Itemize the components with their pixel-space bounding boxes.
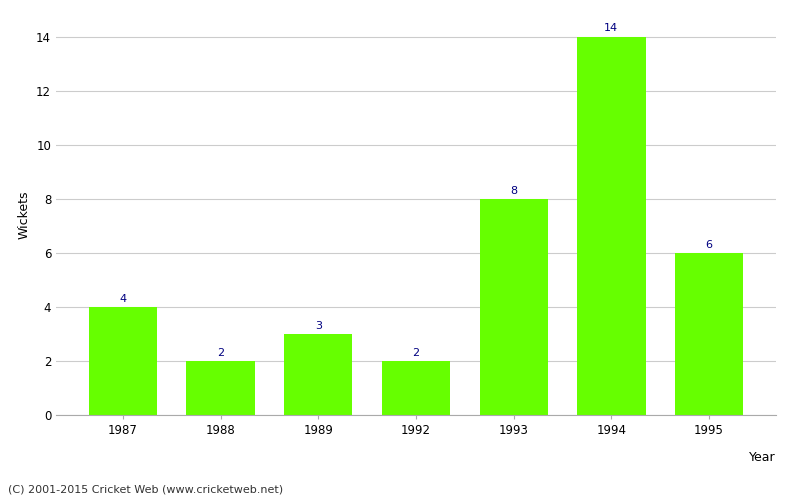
Bar [675,253,743,415]
Text: 2: 2 [217,348,224,358]
Text: Year: Year [750,451,776,464]
Bar [89,307,157,415]
Bar [186,361,255,415]
Bar [577,36,646,415]
Text: 8: 8 [510,186,518,196]
Bar [382,361,450,415]
Text: 14: 14 [604,24,618,34]
Text: 3: 3 [315,320,322,330]
Text: 2: 2 [413,348,419,358]
Text: (C) 2001-2015 Cricket Web (www.cricketweb.net): (C) 2001-2015 Cricket Web (www.cricketwe… [8,485,283,495]
Bar [284,334,353,415]
Text: 6: 6 [706,240,713,250]
Y-axis label: Wickets: Wickets [18,190,30,240]
Bar [479,199,548,415]
Text: 4: 4 [119,294,126,304]
